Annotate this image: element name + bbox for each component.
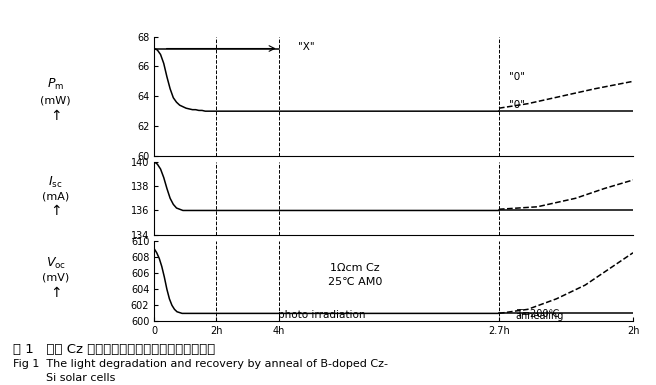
Text: T=200℃: T=200℃ — [516, 309, 559, 319]
Text: ↑: ↑ — [50, 109, 62, 123]
Text: ↑: ↑ — [50, 204, 62, 218]
Text: Fig 1  The light degradation and recovery by anneal of B‑doped Cz‑: Fig 1 The light degradation and recovery… — [13, 359, 388, 369]
Text: (mW): (mW) — [41, 95, 71, 105]
Text: 25℃ AM0: 25℃ AM0 — [328, 277, 382, 287]
Text: (mV): (mV) — [42, 273, 70, 283]
Text: Si solar cells: Si solar cells — [46, 373, 115, 383]
Text: "0": "0" — [508, 72, 525, 82]
Text: $I_\mathrm{sc}$: $I_\mathrm{sc}$ — [49, 174, 63, 190]
Text: "0": "0" — [508, 100, 525, 110]
Text: 1Ωcm Cz: 1Ωcm Cz — [331, 263, 380, 273]
Text: ↑: ↑ — [50, 286, 62, 300]
Text: (mA): (mA) — [42, 191, 70, 201]
Text: "X": "X" — [298, 42, 314, 52]
Text: $V_\mathrm{oc}$: $V_\mathrm{oc}$ — [46, 256, 66, 271]
Text: photo irradiation: photo irradiation — [278, 310, 365, 320]
Text: 图 1   掺硼 Cz 硅太阳电池的光衰减和退火恢复行为: 图 1 掺硼 Cz 硅太阳电池的光衰减和退火恢复行为 — [13, 343, 215, 357]
Text: $P_\mathrm{m}$: $P_\mathrm{m}$ — [47, 77, 64, 92]
Text: annealing: annealing — [516, 311, 564, 321]
